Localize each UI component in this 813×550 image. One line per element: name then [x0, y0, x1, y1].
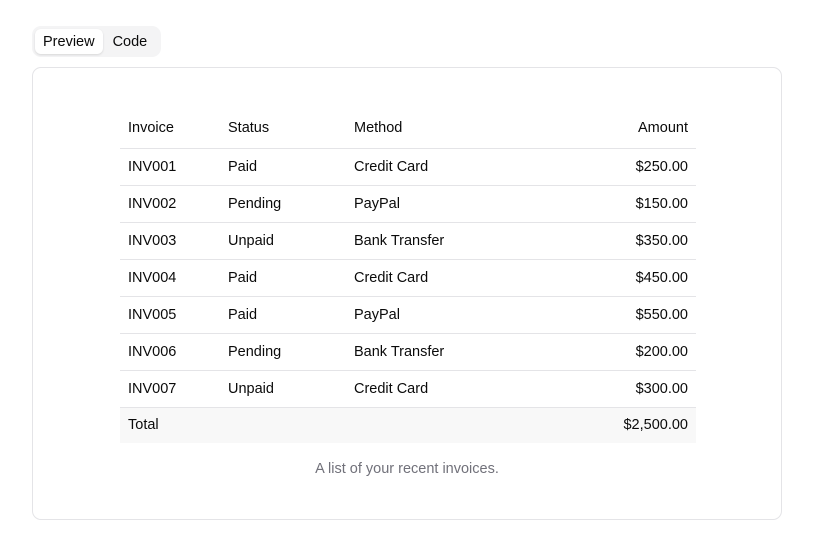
status-cell: Paid	[220, 148, 346, 186]
header-status: Status	[220, 108, 346, 149]
status-cell: Paid	[220, 296, 346, 334]
invoice-cell: INV003	[120, 222, 220, 260]
header-amount: Amount	[545, 108, 696, 149]
amount-cell: $250.00	[545, 148, 696, 186]
status-cell: Pending	[220, 185, 346, 223]
table-row: INV002 Pending PayPal $150.00	[120, 185, 696, 223]
table-row: INV001 Paid Credit Card $250.00	[120, 148, 696, 186]
table-row: INV003 Unpaid Bank Transfer $350.00	[120, 222, 696, 260]
table-caption: A list of your recent invoices.	[315, 461, 499, 477]
invoice-table: Invoice Status Method Amount INV001 Paid C…	[120, 108, 696, 443]
table-row: INV006 Pending Bank Transfer $200.00	[120, 333, 696, 371]
header-method: Method	[346, 108, 546, 149]
total-label: Total	[120, 407, 546, 443]
table-row: INV007 Unpaid Credit Card $300.00	[120, 370, 696, 408]
amount-cell: $350.00	[545, 222, 696, 260]
table-row: INV004 Paid Credit Card $450.00	[120, 259, 696, 297]
table-header-row: Invoice Status Method Amount	[120, 108, 696, 149]
invoice-cell: INV007	[120, 370, 220, 408]
amount-cell: $450.00	[545, 259, 696, 297]
invoice-cell: INV006	[120, 333, 220, 371]
tab-preview[interactable]: Preview	[35, 29, 103, 54]
invoice-cell: INV004	[120, 259, 220, 297]
table-footer-row: Total $2,500.00	[120, 407, 696, 443]
status-cell: Pending	[220, 333, 346, 371]
table-row: INV005 Paid PayPal $550.00	[120, 296, 696, 334]
status-cell: Unpaid	[220, 370, 346, 408]
method-cell: PayPal	[346, 296, 546, 334]
method-cell: Credit Card	[346, 370, 546, 408]
method-cell: Credit Card	[346, 259, 546, 297]
method-cell: Bank Transfer	[346, 222, 546, 260]
method-cell: Bank Transfer	[346, 333, 546, 371]
invoice-cell: INV005	[120, 296, 220, 334]
method-cell: PayPal	[346, 185, 546, 223]
preview-card: Invoice Status Method Amount INV001 Paid C…	[32, 67, 782, 520]
status-cell: Paid	[220, 259, 346, 297]
amount-cell: $550.00	[545, 296, 696, 334]
tab-code[interactable]: Code	[112, 33, 148, 50]
amount-cell: $300.00	[545, 370, 696, 408]
method-cell: Credit Card	[346, 148, 546, 186]
amount-cell: $200.00	[545, 333, 696, 371]
invoice-cell: INV002	[120, 185, 220, 223]
amount-cell: $150.00	[545, 185, 696, 223]
header-invoice: Invoice	[120, 108, 220, 149]
total-amount: $2,500.00	[545, 407, 696, 443]
invoice-cell: INV001	[120, 148, 220, 186]
view-tabs: Preview Code	[32, 26, 161, 57]
status-cell: Unpaid	[220, 222, 346, 260]
